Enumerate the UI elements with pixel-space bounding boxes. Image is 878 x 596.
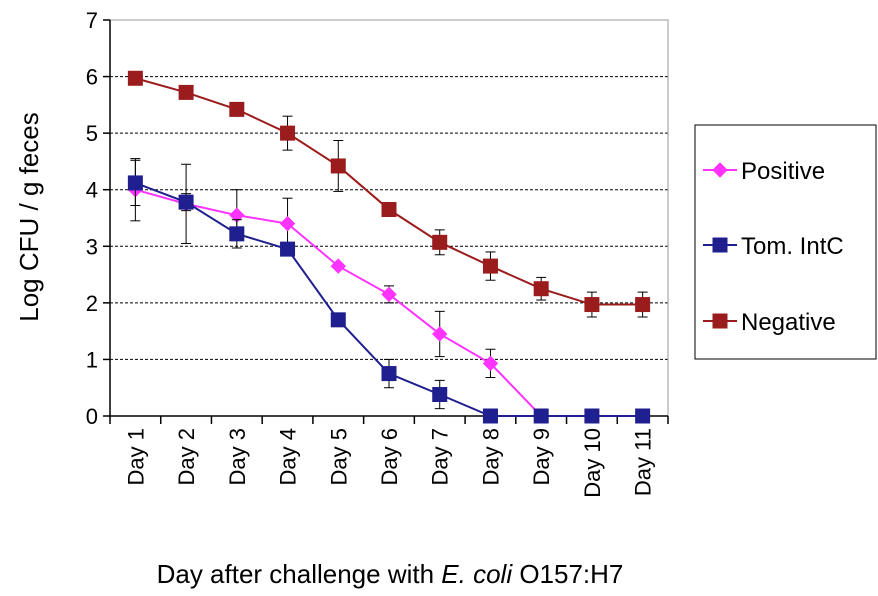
- legend: Positive Tom. IntC Negative: [694, 124, 877, 360]
- y-tick-label: 4: [86, 178, 98, 203]
- data-point: [127, 70, 143, 86]
- legend-item: Negative: [703, 309, 836, 336]
- y-tick-label: 2: [86, 291, 98, 316]
- legend-item: Positive: [703, 158, 825, 185]
- x-tick-label: Day 5: [326, 428, 351, 485]
- data-point: [330, 312, 346, 328]
- y-tick-label: 7: [86, 8, 98, 33]
- data-point: [533, 281, 549, 297]
- series-tom-intc: [127, 159, 651, 424]
- data-point: [381, 202, 397, 218]
- data-point: [229, 101, 245, 117]
- legend-label: Negative: [741, 309, 836, 336]
- data-point: [482, 258, 498, 274]
- legend-marker: [712, 313, 728, 329]
- data-point: [280, 241, 296, 257]
- x-tick-label: Day 7: [428, 428, 453, 485]
- series-layer: [127, 70, 651, 424]
- x-tick-label: Day 4: [276, 428, 301, 485]
- legend-label: Positive: [741, 158, 825, 185]
- data-point: [432, 326, 448, 342]
- data-point: [330, 158, 346, 174]
- y-tick-label: 1: [86, 347, 98, 372]
- x-axis-title-suffix: O157:H7: [512, 559, 623, 589]
- x-tick-label: Day 1: [123, 428, 148, 485]
- data-point: [229, 226, 245, 242]
- plot-frame: [109, 19, 669, 417]
- y-tick-label: 5: [86, 121, 98, 146]
- y-tick-label: 6: [86, 65, 98, 90]
- x-tick-label: Day 8: [478, 428, 503, 485]
- data-point: [635, 408, 651, 424]
- x-tick-labels: Day 1 Day 2 Day 3 Day 4 Day 5 Day 6 Day 7 Day 8…: [123, 428, 655, 498]
- x-axis-title-italic: E. coli: [441, 559, 513, 589]
- axes: [103, 19, 669, 424]
- data-point: [279, 215, 296, 232]
- data-point: [635, 297, 651, 313]
- x-tick-label: Day 2: [174, 428, 199, 485]
- x-tick-label: Day 3: [225, 428, 250, 485]
- y-axis-title: Log CFU / g feces: [14, 112, 44, 322]
- y-tick-labels: 0 1 2 3 4 5 6 7: [86, 8, 98, 429]
- x-tick-label: Day 10: [580, 428, 605, 498]
- data-point: [178, 84, 194, 100]
- x-tick-label: Day 9: [529, 428, 554, 485]
- data-point: [330, 258, 346, 274]
- legend-marker: [712, 237, 728, 253]
- data-point: [584, 408, 600, 424]
- y-tick-label: 3: [86, 234, 98, 259]
- data-point: [178, 194, 194, 210]
- data-point: [432, 234, 448, 250]
- data-point: [584, 297, 600, 313]
- y-tick-label: 0: [86, 404, 98, 429]
- data-point: [127, 175, 143, 191]
- legend-label: Tom. IntC: [741, 233, 844, 260]
- x-tick-label: Day 11: [631, 428, 656, 496]
- gridlines: [110, 19, 668, 360]
- data-point: [533, 408, 549, 424]
- legend-item: Tom. IntC: [703, 233, 844, 260]
- x-axis-title: Day after challenge with E. coli O157:H7: [157, 559, 624, 589]
- data-point: [482, 408, 498, 424]
- series-line: [135, 77, 643, 306]
- x-tick-label: Day 6: [377, 428, 402, 485]
- legend-marker: [712, 162, 728, 178]
- x-axis-title-prefix: Day after challenge with: [157, 559, 442, 589]
- data-point: [381, 366, 397, 382]
- data-point: [432, 387, 448, 403]
- data-point: [280, 125, 296, 141]
- data-point: [381, 286, 397, 303]
- series-negative: [127, 70, 651, 318]
- data-point: [482, 355, 499, 372]
